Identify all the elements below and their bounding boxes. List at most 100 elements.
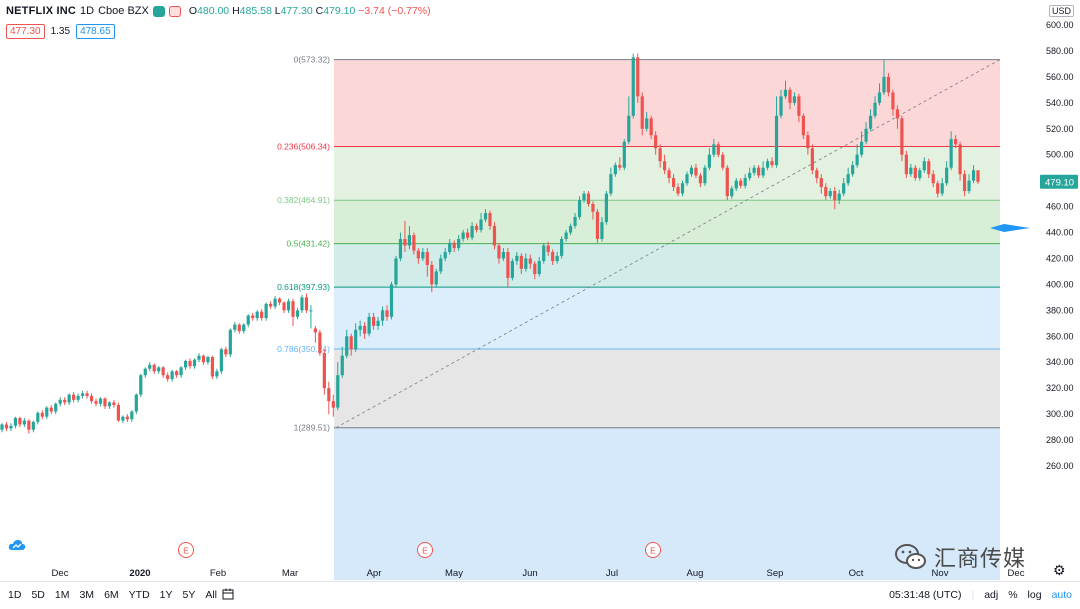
percent-toggle[interactable]: % (1008, 589, 1018, 601)
candle-body (904, 154, 908, 175)
log-toggle[interactable]: log (1027, 589, 1042, 601)
bid-ask-quotes: 477.30 1.35 478.65 (6, 24, 115, 39)
candle-body (689, 167, 694, 175)
candle-body (694, 167, 698, 176)
candle-body (286, 301, 291, 311)
candle-body (492, 226, 497, 246)
price-markers: 479.10 (990, 174, 1078, 232)
price-tick-label: 380.00 (1046, 305, 1074, 315)
candle-body (322, 353, 326, 389)
candle-body (855, 154, 859, 166)
calendar-icon[interactable] (222, 588, 234, 603)
candle-body (833, 191, 837, 201)
candle-body (327, 388, 331, 402)
candle-body (824, 187, 828, 197)
timeframe-5d[interactable]: 5D (31, 589, 45, 601)
price-axis-bg (1040, 0, 1080, 581)
candle-body (627, 115, 631, 142)
fib-zone (334, 59, 1000, 147)
timeframe-3m[interactable]: 3M (79, 589, 95, 601)
candle-body (237, 324, 241, 332)
candle-body (331, 401, 335, 408)
candle-body (439, 258, 443, 272)
interval[interactable]: 1D (80, 5, 95, 17)
candle-body (363, 325, 367, 334)
time-tick-label: Mar (282, 568, 298, 579)
candle-body (22, 420, 26, 425)
candle-body (18, 417, 22, 425)
candle-body (112, 402, 116, 406)
currency-badge[interactable]: USD (1049, 5, 1075, 17)
candle-body (134, 394, 138, 412)
candle-body (4, 424, 9, 429)
candle-body (936, 183, 940, 194)
candle-body (774, 115, 779, 166)
timeframe-1d[interactable]: 1D (8, 589, 22, 601)
candle-body (555, 255, 559, 262)
candle-body (613, 165, 617, 175)
candle-body (913, 167, 917, 179)
candle-body (434, 271, 438, 285)
candle-body (564, 232, 568, 240)
fib-level-label: 0.236(506.34) (277, 141, 330, 151)
candle-body (394, 258, 398, 285)
earnings-marker-circle (645, 542, 661, 558)
candle-body (0, 424, 4, 430)
adj-toggle[interactable]: adj (984, 589, 999, 601)
timeframe-5y[interactable]: 5Y (182, 589, 196, 601)
candle-body (58, 399, 62, 404)
timeframe-1m[interactable]: 1M (54, 589, 70, 601)
candle-body (537, 261, 541, 275)
candle-body (148, 364, 152, 369)
timeframe-1y[interactable]: 1Y (159, 589, 173, 601)
clock-time[interactable]: 05:31:48 (UTC) (889, 589, 962, 601)
candle-body (770, 161, 774, 166)
candle-body (300, 297, 304, 311)
candle-body (685, 174, 689, 184)
sell-indicator-icon (168, 5, 181, 17)
cloud-icon[interactable] (8, 538, 26, 557)
candle-body (533, 263, 537, 275)
candle-body (139, 375, 143, 395)
candle-body (166, 375, 170, 380)
price-tick-label: 500.00 (1046, 150, 1074, 160)
price-tick-label: 260.00 (1046, 461, 1074, 471)
candle-body (242, 324, 246, 332)
candle-body (233, 324, 237, 330)
candle-body (36, 412, 40, 422)
bid-price[interactable]: 477.30 (6, 24, 45, 39)
price-tick-label: 320.00 (1046, 383, 1074, 393)
candle-body (371, 316, 376, 326)
candle-body (452, 242, 456, 249)
candle-body (721, 154, 725, 168)
candle-body (269, 303, 273, 307)
candle-body (792, 96, 797, 103)
ask-price[interactable]: 478.65 (76, 24, 115, 39)
candle-body (416, 250, 420, 259)
candle-body (882, 76, 886, 93)
candle-body (403, 239, 407, 246)
candle-body (859, 141, 864, 155)
candle-body (909, 167, 913, 175)
auto-toggle[interactable]: auto (1051, 589, 1072, 601)
candle-body (89, 395, 94, 402)
candle-body (215, 371, 219, 377)
time-tick-label: Apr (367, 568, 382, 579)
gear-icon[interactable]: ⚙ (1053, 562, 1066, 578)
fib-zone (334, 200, 1000, 244)
candle-body (63, 399, 67, 403)
symbol-name[interactable]: NETFLIX INC (6, 5, 77, 17)
fib-level-label: 0.382(464.91) (277, 195, 330, 205)
candlestick-series (0, 53, 980, 434)
candle-body (376, 320, 380, 326)
candle-body (76, 395, 80, 400)
time-tick-label: Oct (849, 568, 864, 579)
timeframe-ytd[interactable]: YTD (128, 589, 150, 601)
earnings-marker-circle (178, 542, 194, 558)
candle-body (264, 303, 268, 319)
timeframe-6m[interactable]: 6M (104, 589, 119, 601)
earnings-marker-label: E (183, 546, 189, 556)
timeframe-all[interactable]: All (205, 589, 218, 601)
candle-body (13, 417, 18, 426)
